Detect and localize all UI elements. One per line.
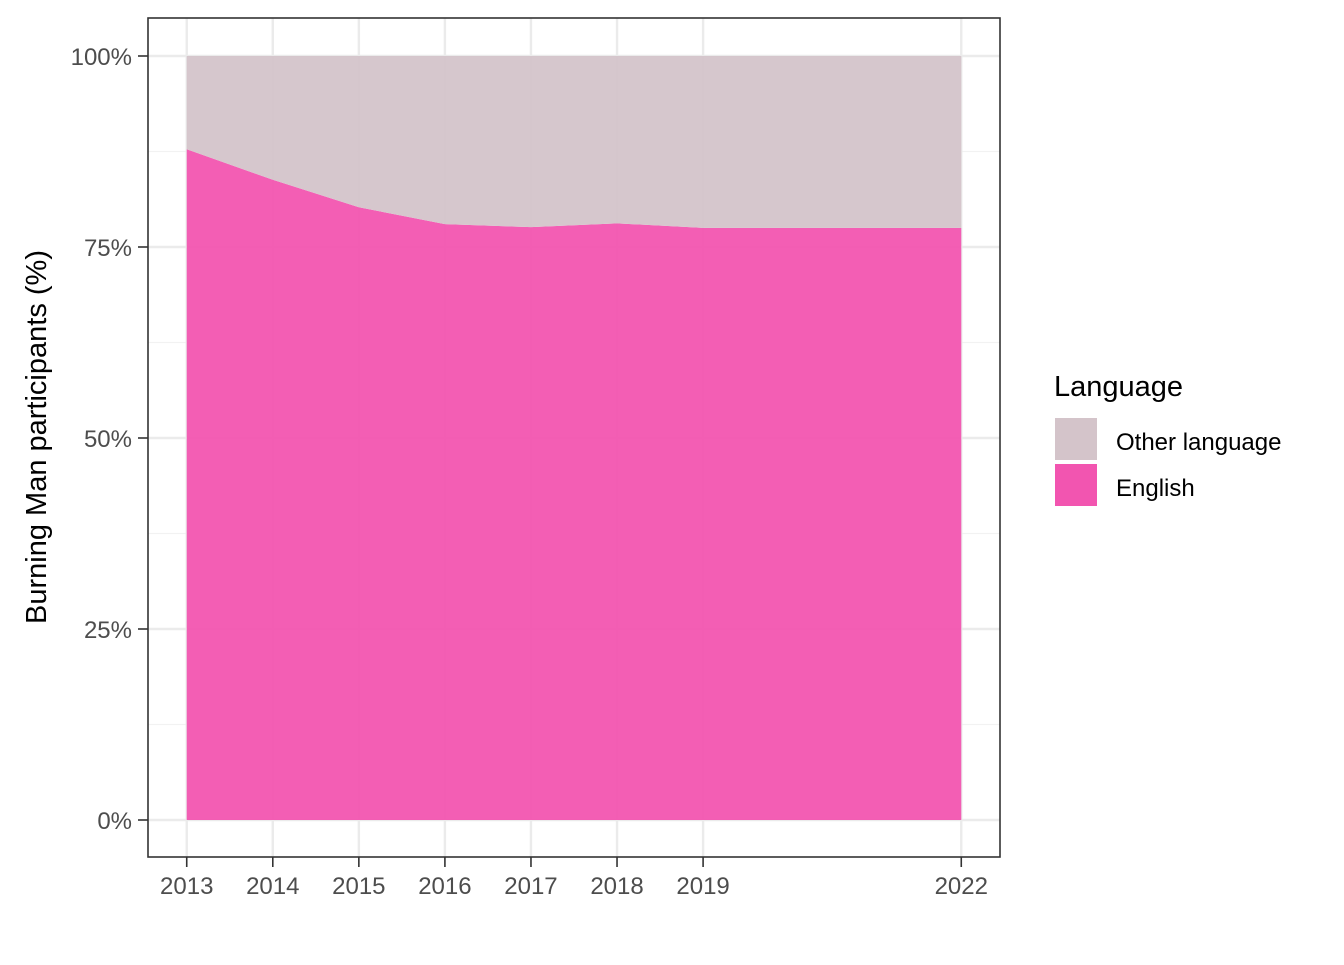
legend: Language Other language English bbox=[1054, 371, 1281, 506]
x-axis: 2013 2014 2015 2016 2017 2018 2019 2022 bbox=[160, 857, 988, 900]
x-tick-label: 2014 bbox=[246, 873, 299, 900]
y-axis: 0% 25% 50% 75% 100% bbox=[71, 44, 148, 835]
area-other-language bbox=[186, 56, 962, 228]
legend-title: Language bbox=[1054, 371, 1183, 403]
legend-label-english: English bbox=[1116, 475, 1195, 502]
x-tick-label: 2017 bbox=[504, 873, 557, 900]
y-tick-label: 25% bbox=[84, 617, 132, 644]
y-tick-label: 75% bbox=[84, 235, 132, 262]
legend-key-other-language bbox=[1055, 418, 1097, 460]
area-english bbox=[186, 149, 962, 820]
legend-key-english bbox=[1055, 464, 1097, 506]
y-axis-label: Burning Man participants (%) bbox=[21, 250, 53, 624]
x-tick-label: 2018 bbox=[590, 873, 643, 900]
x-tick-label: 2013 bbox=[160, 873, 213, 900]
legend-label-other-language: Other language bbox=[1116, 429, 1281, 456]
x-tick-label: 2019 bbox=[676, 873, 729, 900]
area-series bbox=[186, 56, 962, 820]
y-tick-label: 0% bbox=[97, 808, 132, 835]
x-tick-label: 2016 bbox=[418, 873, 471, 900]
x-tick-label: 2022 bbox=[935, 873, 988, 900]
y-tick-label: 100% bbox=[71, 44, 132, 71]
x-tick-label: 2015 bbox=[332, 873, 385, 900]
y-tick-label: 50% bbox=[84, 426, 132, 453]
